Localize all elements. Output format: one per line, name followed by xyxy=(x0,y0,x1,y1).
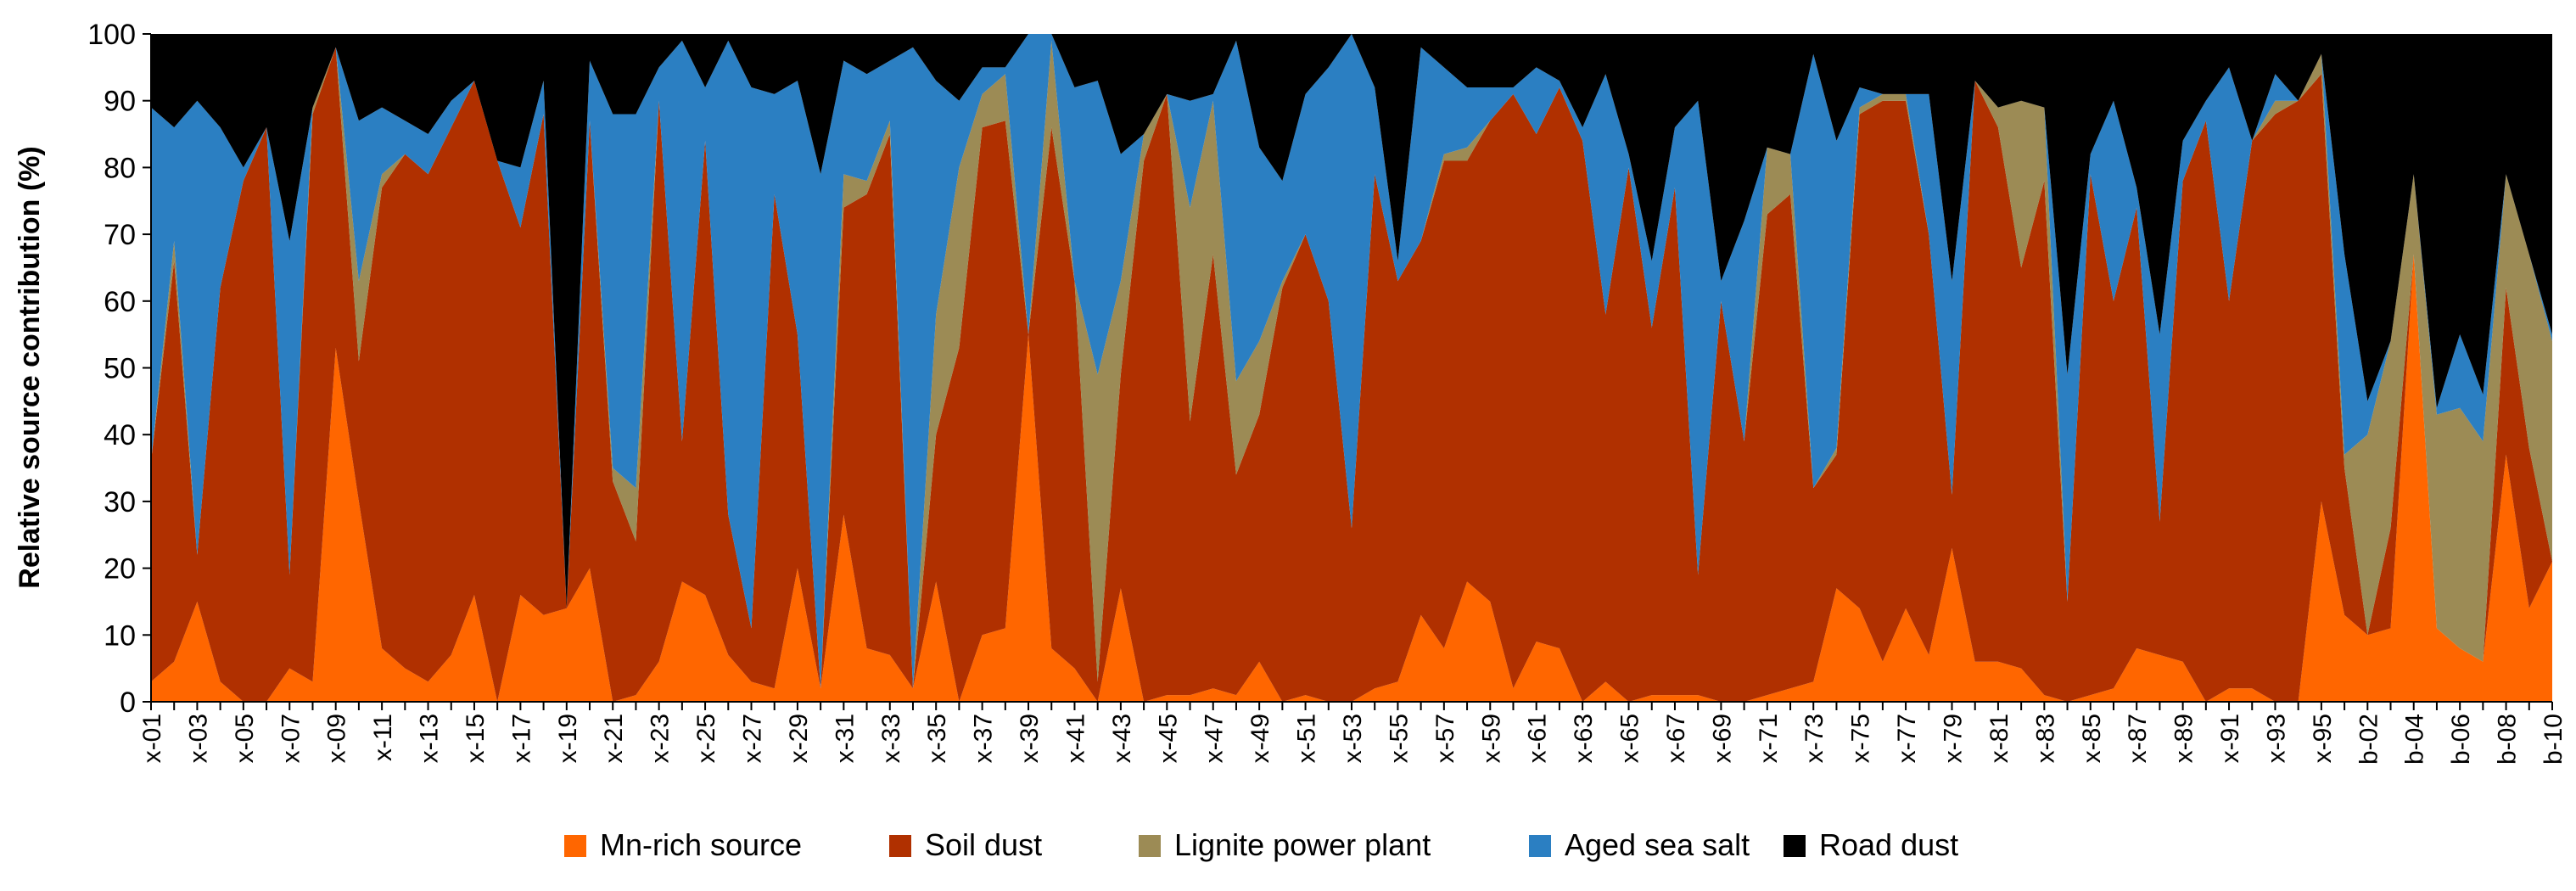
x-tick-label: x-73 xyxy=(1800,714,1828,763)
legend-label: Mn-rich source xyxy=(600,827,802,862)
x-tick-label: x-13 xyxy=(416,714,444,763)
x-tick-labels: x-01 x-03 x-05 x-07 x-09 x-11 x-13 x-15 x-17 x-19… xyxy=(138,702,2568,765)
x-tick-label: x-57 xyxy=(1431,714,1459,763)
x-tick-label: x-89 xyxy=(2170,714,2198,763)
y-tick-label: 70 xyxy=(104,219,136,251)
x-tick-label: b-04 xyxy=(2401,714,2429,765)
legend-label: Road dust xyxy=(1819,827,1958,862)
x-tick-label: x-07 xyxy=(277,714,305,763)
y-axis-title: Relative source contribution (%) xyxy=(14,146,46,588)
y-tick-labels: 0 10 20 30 40 50 60 70 80 90 100 xyxy=(87,19,151,719)
legend-label: Lignite power plant xyxy=(1174,827,1431,862)
x-tick-label: x-95 xyxy=(2309,714,2337,763)
x-tick-label: x-15 xyxy=(462,714,490,763)
y-tick-label: 30 xyxy=(104,486,136,518)
x-tick-label: x-79 xyxy=(1940,714,1968,763)
x-tick-label: x-11 xyxy=(369,714,397,761)
x-tick-label: x-77 xyxy=(1893,714,1921,763)
x-tick-label: x-27 xyxy=(739,714,767,763)
x-tick-label: x-21 xyxy=(600,714,628,763)
x-tick-label: x-33 xyxy=(877,714,905,763)
x-tick-label: x-85 xyxy=(2078,714,2106,763)
legend-label: Aged sea salt xyxy=(1565,827,1750,862)
x-tick-label: x-37 xyxy=(970,714,998,763)
area-layer xyxy=(151,34,2552,703)
x-tick-label: x-91 xyxy=(2216,714,2244,763)
legend-swatch xyxy=(1139,835,1161,857)
x-tick-label: x-35 xyxy=(923,714,951,763)
x-tick-label: x-53 xyxy=(1339,714,1367,763)
x-tick-label: x-49 xyxy=(1246,714,1274,763)
legend-item-lignite-power-plant: Lignite power plant xyxy=(1139,827,1431,862)
y-tick-label: 20 xyxy=(104,553,136,586)
x-tick-label: x-31 xyxy=(831,714,859,763)
x-tick-label: x-29 xyxy=(785,714,813,763)
x-tick-label: x-23 xyxy=(647,714,675,763)
x-tick-label: x-69 xyxy=(1708,714,1736,763)
x-tick-label: b-06 xyxy=(2447,714,2475,765)
legend-item-mn-rich-source: Mn-rich source xyxy=(564,827,802,862)
x-tick-label: x-43 xyxy=(1108,714,1136,763)
x-tick-label: x-65 xyxy=(1616,714,1644,763)
x-tick-label: x-55 xyxy=(1385,714,1413,763)
y-tick-label: 0 xyxy=(120,686,136,719)
x-tick-label: x-67 xyxy=(1662,714,1690,763)
legend-swatch xyxy=(564,835,586,857)
x-tick-label: x-01 xyxy=(138,714,166,763)
area-series-road-dust xyxy=(151,34,2552,608)
x-tick-label: x-41 xyxy=(1061,714,1089,763)
area-series-soil-dust xyxy=(151,47,2552,703)
legend-item-aged-sea-salt: Aged sea salt xyxy=(1529,827,1750,862)
x-tick-label: x-39 xyxy=(1016,714,1044,763)
x-tick-label: x-03 xyxy=(184,714,212,763)
x-tick-label: x-63 xyxy=(1570,714,1598,763)
legend-swatch xyxy=(1784,835,1806,857)
x-tick-label: x-59 xyxy=(1477,714,1505,763)
x-tick-label: b-02 xyxy=(2355,714,2383,765)
x-tick-label: x-45 xyxy=(1154,714,1182,763)
legend-item-road-dust: Road dust xyxy=(1784,827,1958,862)
y-tick-label: 90 xyxy=(104,86,136,118)
x-tick-label: x-87 xyxy=(2124,714,2152,763)
y-tick-label: 100 xyxy=(87,19,136,51)
x-tick-label: x-09 xyxy=(323,714,351,763)
y-tick-label: 50 xyxy=(104,353,136,385)
x-tick-label: x-51 xyxy=(1293,714,1321,763)
x-tick-label: x-19 xyxy=(554,714,582,763)
y-tick-label: 60 xyxy=(104,286,136,318)
legend-label: Soil dust xyxy=(925,827,1042,862)
x-tick-label: x-17 xyxy=(507,714,535,763)
legend: Mn-rich source Soil dust Lignite power pla… xyxy=(564,827,1958,862)
x-tick-label: x-93 xyxy=(2262,714,2290,763)
legend-swatch xyxy=(889,835,911,857)
x-tick-label: x-47 xyxy=(1201,714,1229,763)
x-tick-label: b-08 xyxy=(2494,714,2522,765)
x-tick-label: x-71 xyxy=(1755,714,1783,763)
x-tick-label: x-61 xyxy=(1524,714,1552,763)
legend-swatch xyxy=(1529,835,1551,857)
legend-item-soil-dust: Soil dust xyxy=(889,827,1042,862)
x-tick-label: x-83 xyxy=(2031,714,2059,763)
y-tick-label: 80 xyxy=(104,152,136,184)
x-tick-label: x-81 xyxy=(1985,714,2013,763)
y-tick-label: 10 xyxy=(104,619,136,652)
area-series-mn-rich-source xyxy=(151,254,2552,703)
y-tick-label: 40 xyxy=(104,419,136,451)
x-tick-label: x-75 xyxy=(1847,714,1875,763)
x-tick-label: b-10 xyxy=(2540,714,2568,765)
x-tick-label: x-05 xyxy=(231,714,259,763)
area-series-aged-sea-salt xyxy=(151,34,2552,689)
x-tick-label: x-25 xyxy=(692,714,720,763)
